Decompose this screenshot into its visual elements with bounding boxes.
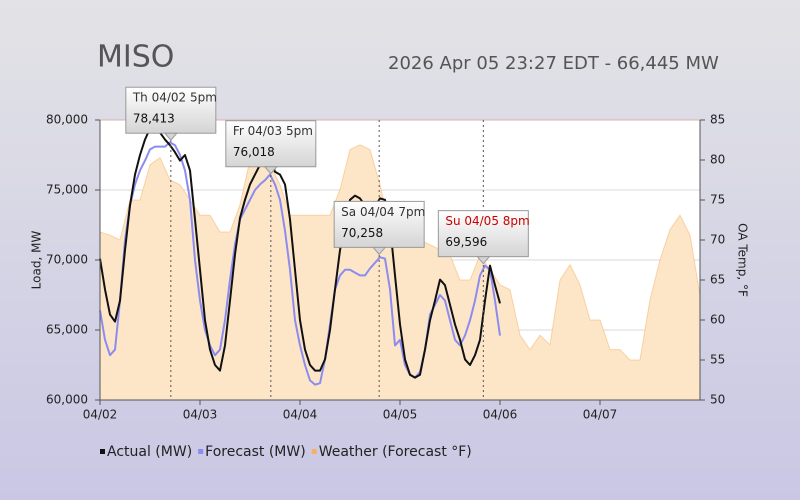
chart-subtitle: 2026 Apr 05 23:27 EDT - 66,445 MW [388, 53, 719, 74]
annotation-label: Su 04/05 8pm [445, 214, 529, 228]
legend-marker [100, 449, 105, 454]
y2-tick-label: 75 [710, 193, 725, 207]
y2-tick-label: 85 [710, 113, 725, 127]
annotation-pointer [263, 166, 278, 175]
legend-label[interactable]: Actual (MW) [107, 444, 192, 460]
annotation-label: Sa 04/04 7pm [341, 205, 425, 219]
y2-tick-label: 80 [710, 153, 725, 167]
y-tick-label: 65,000 [46, 323, 88, 337]
x-tick-label: 04/07 [583, 408, 618, 422]
y-tick-label: 60,000 [46, 393, 88, 407]
chart-title: MISO [97, 40, 174, 75]
annotation-label: Th 04/02 5pm [132, 91, 217, 105]
y-axis-label: Load, MW [30, 231, 44, 290]
annotation-box [225, 120, 317, 168]
series-line [99, 127, 501, 379]
annotation-value: 78,413 [133, 112, 175, 126]
legend-marker [198, 449, 204, 454]
y2-tick-label: 70 [710, 233, 725, 247]
annotation-pointer [476, 256, 491, 265]
y-tick-label: 75,000 [46, 183, 88, 197]
annotation-pointer [163, 132, 178, 141]
x-tick-label: 04/04 [283, 408, 318, 422]
y2-tick-label: 55 [710, 353, 725, 367]
annotation-value: 70,258 [341, 226, 383, 240]
y2-axis-label: OA Temp, °F [736, 223, 750, 297]
legend-marker [311, 449, 317, 454]
annotation-box [333, 200, 425, 248]
annotation-box [125, 86, 217, 134]
annotation-box [437, 210, 529, 258]
y2-tick-label: 50 [710, 393, 725, 407]
x-tick-label: 04/02 [83, 408, 118, 422]
annotation-pointer [372, 246, 387, 256]
y2-tick-label: 65 [710, 273, 725, 287]
annotation-label: Fr 04/03 5pm [233, 124, 313, 138]
legend-label[interactable]: Weather (Forecast °F) [319, 444, 472, 460]
y-tick-label: 80,000 [46, 113, 88, 127]
legend-label[interactable]: Forecast (MW) [205, 444, 306, 460]
y2-tick-label: 60 [710, 313, 725, 327]
annotation-value: 76,018 [233, 145, 275, 159]
area-fill [100, 144, 700, 400]
annotation-value: 69,596 [445, 235, 487, 249]
y-tick-label: 70,000 [46, 253, 88, 267]
x-tick-label: 04/03 [183, 408, 218, 422]
x-tick-label: 04/05 [383, 408, 418, 422]
x-tick-label: 04/06 [483, 408, 518, 422]
